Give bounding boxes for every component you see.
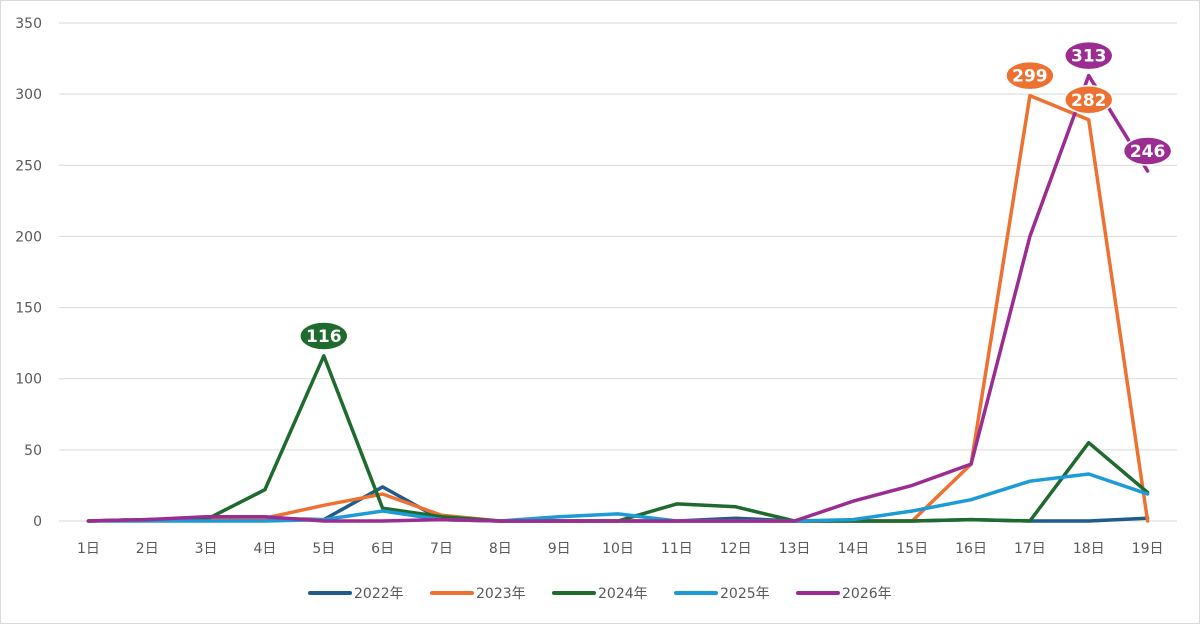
data-label: 116 (299, 321, 349, 351)
x-tick-label: 3日 (195, 541, 218, 557)
y-tick-label: 150 (15, 301, 42, 317)
data-label-text: 246 (1130, 142, 1166, 162)
data-label-bubble (1063, 40, 1114, 71)
legend-item: 2023年 (430, 586, 526, 602)
data-label: 282 (1063, 85, 1114, 115)
legend-label: 2025年 (720, 586, 770, 602)
series-line-2026年 (86, 73, 1150, 523)
legend-item: 2024年 (552, 586, 648, 602)
x-tick-label: 1日 (77, 541, 100, 557)
y-axis-ticks: 0 50 100 150 200 250 300 350 (15, 16, 42, 530)
data-label: 246 (1122, 136, 1173, 166)
y-tick-label: 200 (15, 229, 42, 245)
legend-label: 2023年 (476, 586, 526, 602)
data-label-bubble (1005, 60, 1055, 91)
series-line-2025年 (86, 472, 1150, 523)
y-tick-label: 50 (24, 443, 42, 459)
x-tick-label: 15日 (896, 541, 928, 557)
gridlines (59, 22, 1177, 522)
x-tick-label: 7日 (430, 541, 453, 557)
y-tick-label: 300 (15, 87, 42, 103)
x-tick-label: 6日 (371, 541, 394, 557)
series-line-2024年 (86, 354, 1150, 523)
series-lines (86, 73, 1150, 523)
y-tick-label: 0 (33, 514, 42, 530)
data-label: 313 (1063, 40, 1114, 71)
y-tick-label: 250 (15, 158, 42, 174)
data-label-text: 299 (1012, 67, 1048, 87)
x-tick-label: 9日 (548, 541, 571, 557)
x-tick-label: 5日 (312, 541, 335, 557)
data-label: 299 (1005, 60, 1055, 91)
data-label-bubble (299, 321, 349, 351)
x-tick-label: 8日 (489, 541, 512, 557)
x-tick-label: 18日 (1073, 541, 1105, 557)
y-tick-label: 350 (15, 16, 42, 32)
x-tick-label: 2日 (136, 541, 159, 557)
legend: 2022年 2023年 2024年 2025年 2026年 (308, 586, 892, 602)
x-tick-label: 14日 (837, 541, 869, 557)
x-tick-label: 10日 (602, 541, 634, 557)
data-label-bubble (1063, 85, 1114, 115)
data-labels: 299 282 116 313 246 (299, 40, 1173, 351)
x-axis-ticks: 1日 2日 3日 4日 5日 6日 7日 8日 9日 10日 11日 12日 13日 14日 15日 16日 1… (77, 541, 1164, 557)
data-label-text: 282 (1071, 91, 1107, 111)
x-tick-label: 16日 (955, 541, 987, 557)
x-tick-label: 12日 (720, 541, 752, 557)
series-line-2023年 (86, 93, 1150, 523)
x-tick-label: 19日 (1132, 541, 1164, 557)
legend-item: 2025年 (674, 586, 770, 602)
legend-item: 2026年 (796, 586, 892, 602)
data-label-text: 313 (1071, 47, 1107, 67)
legend-item: 2022年 (308, 586, 404, 602)
data-label-text: 116 (306, 327, 342, 347)
x-tick-label: 11日 (661, 541, 693, 557)
x-tick-label: 13日 (779, 541, 811, 557)
legend-label: 2024年 (598, 586, 648, 602)
y-tick-label: 100 (15, 372, 42, 388)
legend-label: 2022年 (354, 586, 404, 602)
x-tick-label: 4日 (253, 541, 276, 557)
data-label-bubble (1122, 136, 1173, 166)
x-tick-label: 17日 (1014, 541, 1046, 557)
legend-label: 2026年 (842, 586, 892, 602)
